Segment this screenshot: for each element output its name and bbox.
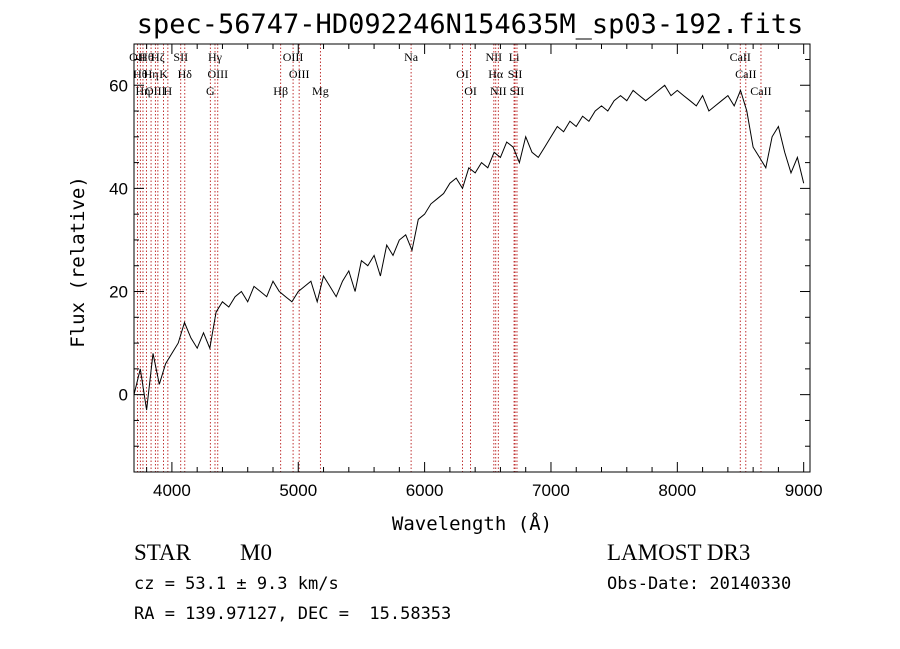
- y-tick-label: 40: [109, 179, 128, 198]
- spectral-line-label: CaII: [730, 50, 751, 64]
- spectral-line-label: G: [206, 84, 215, 98]
- spectral-line-label: OIII: [283, 50, 304, 64]
- spectral-line-label: NII: [490, 84, 507, 98]
- spectral-line-label: Mg: [312, 84, 329, 98]
- y-axis-ticks: 0 20 40 60: [109, 58, 810, 447]
- y-tick-label: 0: [119, 386, 128, 405]
- x-axis-label: Wavelength (Å): [392, 512, 552, 535]
- x-tick-label: 6000: [406, 481, 444, 500]
- spectral-line-label: K: [159, 67, 168, 81]
- spectral-line-label: SII: [173, 50, 188, 64]
- spectral-line-label: Hη: [135, 84, 150, 98]
- spectral-line-label: CaII: [735, 67, 756, 81]
- spectral-line-label: Hη: [144, 67, 159, 81]
- spectral-line-label: OIII: [145, 84, 166, 98]
- spectral-line-label: Li: [509, 50, 520, 64]
- y-tick-label: 60: [109, 76, 128, 95]
- spectral-line-label: Hζ: [151, 50, 165, 64]
- spectral-line-label: H: [164, 84, 173, 98]
- spectral-line-label: NII: [486, 50, 503, 64]
- spectral-line-label: Hδ: [178, 67, 193, 81]
- spectral-line-label: Hγ: [208, 50, 223, 64]
- object-subclass: M0: [240, 540, 272, 565]
- spectral-line-label: SII: [508, 67, 523, 81]
- x-axis-ticks: 4000 5000 6000 7000 8000 9000: [146, 44, 823, 500]
- spectral-line-label: Na: [404, 50, 419, 64]
- plot-frame: [133, 43, 811, 473]
- spectral-line-label: OIII: [289, 67, 310, 81]
- spectral-line-label: OII: [129, 50, 146, 64]
- survey-name: LAMOST DR3: [607, 540, 751, 565]
- spectral-line-label: OIII: [207, 67, 228, 81]
- sky-coordinates: RA = 139.97127, DEC = 15.58353: [134, 604, 452, 624]
- x-tick-label: 5000: [279, 481, 317, 500]
- y-axis-label: Flux (relative): [67, 176, 89, 348]
- spectral-line-label: OI: [456, 67, 469, 81]
- x-tick-label: 4000: [153, 481, 191, 500]
- y-tick-label: 20: [109, 283, 128, 302]
- x-tick-label: 7000: [532, 481, 570, 500]
- observation-date: Obs-Date: 20140330: [607, 574, 792, 594]
- spectral-line-label: SII: [510, 84, 525, 98]
- line-marker-layer: [137, 44, 762, 472]
- x-tick-label: 9000: [785, 481, 823, 500]
- spectral-line-label: CaII: [750, 84, 771, 98]
- spectral-line-label: Hθ: [139, 50, 154, 64]
- object-class: STAR: [134, 540, 191, 565]
- spectral-line-label: OI: [464, 84, 477, 98]
- line-label-layer: OIIHθHηHθHηOIIIHζKHSIIHδGHγOIIIHβOIIIOII…: [129, 50, 772, 98]
- redshift-velocity: cz = 53.1 ± 9.3 km/s: [134, 574, 339, 594]
- x-tick-label: 8000: [658, 481, 696, 500]
- spectrum-line: [133, 84, 805, 411]
- spectral-line-label: Hα: [488, 67, 504, 81]
- chart-title: spec-56747-HD092246N154635M_sp03-192.fit…: [137, 9, 803, 40]
- spectral-line-label: Hθ: [133, 67, 148, 81]
- spectral-line-label: Hβ: [273, 84, 288, 98]
